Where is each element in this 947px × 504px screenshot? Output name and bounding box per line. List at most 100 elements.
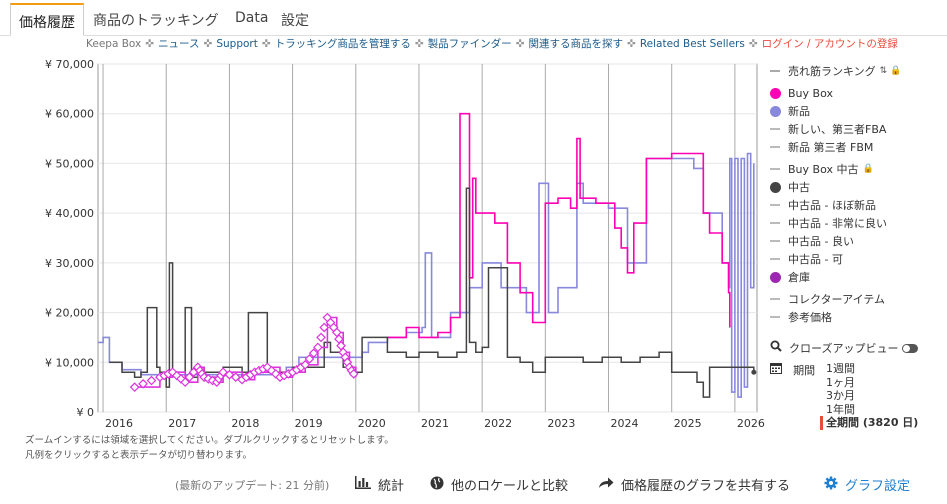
warehouse-marker [218,367,228,378]
warehouse-marker [270,369,281,379]
legend-label: Buy Box [788,86,833,100]
warehouse-marker [304,354,315,364]
tab-price-history[interactable]: 価格履歴 [10,3,84,36]
separator-icon: ✜ [414,38,424,50]
legend-item[interactable]: 参考価格 [770,308,946,326]
warehouse-marker [180,377,191,388]
legend-item[interactable]: 新品 [770,102,946,120]
legend-dot-icon [770,271,781,283]
legend-item[interactable]: 新しい、第三者FBA [770,120,946,138]
warehouse-marker [184,372,195,383]
legend-line-icon [770,146,780,148]
warehouse-marker [319,322,330,333]
sub-navigation: Keepa Box ✜ ニュース ✜ Support ✜ トラッキング商品を管理する ✜ 製品フ… [86,36,898,50]
legend-item[interactable]: 中古品 - 可 [770,250,946,268]
legend-label: 新しい、第三者FBA [788,123,887,136]
y-tick-label: ¥ 60,000 [45,108,94,121]
manage-tracking-link[interactable]: トラッキング商品を管理する [274,38,411,50]
period-option[interactable]: 1週間 [826,362,855,375]
period-option[interactable]: 全期間 (3820 日) [820,416,918,430]
closeup-label: クローズアップビュー [789,342,899,355]
legend-label: 売れ筋ランキング [788,65,876,78]
news-link[interactable]: ニュース [158,38,200,50]
legend-item[interactable]: 中古品 - ほぼ新品 [770,196,946,214]
warehouse-marker [167,367,178,378]
compare-label: 他のロケールと比較 [451,479,569,494]
legend-item[interactable]: 新品 第三者 FBM [770,138,946,156]
tab-settings[interactable]: 設定 [281,13,309,29]
chart-legend: 売れ筋ランキング ⇅ 🔒 Buy Box 新品新しい、第三者FBA 新品 第三者 FBM… [770,62,946,326]
x-tick-label: 2025 [674,417,702,430]
separator-icon: ✜ [261,38,271,50]
price-history-chart[interactable]: ¥ 0 ¥ 10,000 ¥ 20,000 ¥ 30,000 ¥ 40,000 ¥ 50,… [0,52,770,432]
legend-label: 中古品 - ほぼ新品 [788,199,876,212]
compare-locales-button[interactable]: 他のロケールと比較 [430,475,568,494]
legend-label: 中古 [788,181,810,194]
product-finder-link[interactable]: 製品ファインダー [427,38,512,50]
legend-line-icon [770,168,780,170]
login-link[interactable]: ログイン / アカウントの登録 [761,38,898,50]
related-best-sellers-link[interactable]: Related Best Sellers [639,38,745,50]
graph-settings-label: グラフ設定 [845,479,911,494]
tab-bar: 価格履歴 商品のトラッキング Data 設定 [0,0,947,36]
share-graph-button[interactable]: 価格履歴のグラフを共有する [598,475,790,494]
gear-icon [824,476,838,494]
share-label: 価格履歴のグラフを共有する [621,479,791,494]
warehouse-marker [316,332,326,343]
legend-item[interactable]: 中古 [770,178,946,196]
x-tick-label: 2021 [421,417,449,430]
legend-item[interactable]: Buy Box [770,84,946,102]
legend-label: 倉庫 [788,271,810,284]
y-tick-label: ¥ 40,000 [45,207,94,220]
warehouse-marker [300,359,311,370]
legend-hint: 凡例をクリックすると表示データが切り替わります。 [25,450,253,461]
stats-button[interactable]: 統計 [355,475,404,494]
support-link[interactable]: Support [216,38,258,50]
legend-dot-icon [770,181,781,193]
plot-area [97,63,758,413]
period-option[interactable]: 1年間 [826,402,855,416]
legend-item[interactable]: Buy Box 中古 🔒 [770,160,946,178]
tab-data[interactable]: Data [235,10,269,26]
warehouse-marker [138,378,148,389]
separator-icon: ✜ [627,38,636,50]
chart-footer: (最新のアップデート: 21 分前) 統計 他のロケールと比較 価格履歴のグラフ… [0,470,947,496]
magnifier-icon [770,340,782,356]
legend-item[interactable]: 売れ筋ランキング ⇅ 🔒 [770,62,946,80]
legend-item[interactable]: コレクターアイテム [770,290,946,308]
y-tick-label: ¥ 10,000 [45,356,94,369]
graph-settings-button[interactable]: グラフ設定 [824,475,910,494]
legend-label: 中古品 - 可 [788,253,843,266]
legend-item[interactable]: 中古品 - 良い [770,232,946,250]
legend-label: 中古品 - 非常に良い [788,217,887,230]
last-updated: (最新のアップデート: 21 分前) [175,479,330,492]
legend-label: 参考価格 [788,311,832,324]
period-option[interactable]: 1ヶ月 [826,375,855,389]
warehouse-marker [308,348,319,359]
separator-icon: ✜ [203,38,213,50]
legend-line-icon [770,222,780,224]
legend-line-icon [770,316,780,318]
warehouse-marker [146,375,157,386]
closeup-toggle[interactable]: クローズアップビュー [770,340,919,356]
legend-item[interactable]: 中古品 - 非常に良い [770,214,946,232]
current-used-point [751,369,757,375]
legend-line-icon [770,298,780,300]
legend-item[interactable]: 倉庫 [770,268,946,286]
x-tick-label: 2022 [484,417,512,430]
zoom-hint: ズームインするには領域を選択してください。ダブルクリックするとリセットします。 [25,435,394,446]
x-tick-label: 2023 [547,417,575,430]
warehouse-marker [313,342,323,353]
legend-label: コレクターアイテム [788,293,886,306]
lock-icon: 🔒 [862,164,874,174]
toggle-switch[interactable] [902,343,919,353]
legend-line-icon [770,258,780,260]
x-tick-label: 2019 [295,417,323,430]
tab-tracking[interactable]: 商品のトラッキング [93,13,219,29]
related-products-link[interactable]: 関連する商品を探す [528,38,624,50]
separator-icon: ✜ [515,38,525,50]
series-line-Buy Box [387,112,731,339]
period-option[interactable]: 3か月 [826,389,855,402]
x-tick-label: 2016 [105,417,133,430]
keepa-box-link[interactable]: Keepa Box [86,38,142,50]
